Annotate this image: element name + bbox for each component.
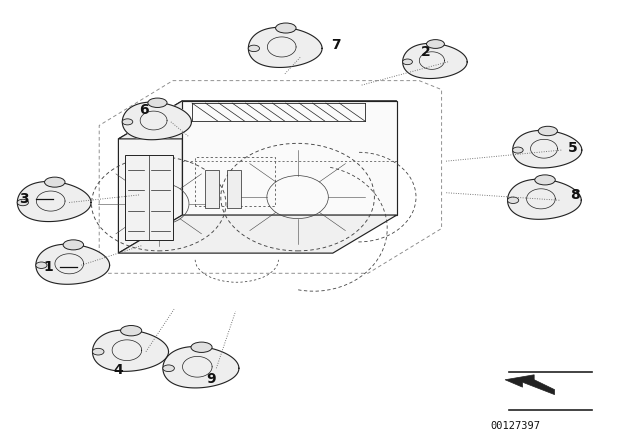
Polygon shape <box>36 244 109 284</box>
Ellipse shape <box>191 342 212 353</box>
Ellipse shape <box>535 175 556 185</box>
Text: 6: 6 <box>139 103 149 117</box>
Text: 3: 3 <box>19 192 29 207</box>
Ellipse shape <box>538 126 557 136</box>
Polygon shape <box>122 102 191 140</box>
Polygon shape <box>93 330 168 371</box>
Text: 7: 7 <box>331 38 341 52</box>
Polygon shape <box>118 101 397 139</box>
Text: 2: 2 <box>420 44 431 59</box>
Ellipse shape <box>63 240 84 250</box>
Text: 5: 5 <box>568 141 578 155</box>
Text: 9: 9 <box>206 371 216 386</box>
Ellipse shape <box>92 349 104 355</box>
Polygon shape <box>118 215 397 253</box>
Ellipse shape <box>426 39 444 48</box>
Ellipse shape <box>17 199 28 206</box>
Polygon shape <box>118 101 182 253</box>
Bar <box>227 170 241 208</box>
Ellipse shape <box>120 326 141 336</box>
Polygon shape <box>505 375 555 395</box>
Ellipse shape <box>36 262 47 268</box>
Text: 1: 1 <box>43 259 53 274</box>
Polygon shape <box>508 179 581 220</box>
Text: 00127397: 00127397 <box>490 422 540 431</box>
Ellipse shape <box>248 45 259 52</box>
Polygon shape <box>403 43 467 78</box>
Polygon shape <box>182 101 397 215</box>
Ellipse shape <box>513 147 523 153</box>
Ellipse shape <box>508 197 518 203</box>
Ellipse shape <box>276 23 296 33</box>
Text: 4: 4 <box>113 362 124 377</box>
Polygon shape <box>513 130 582 168</box>
Ellipse shape <box>122 119 132 125</box>
Bar <box>205 170 219 208</box>
Ellipse shape <box>163 365 174 371</box>
Ellipse shape <box>148 98 167 108</box>
Ellipse shape <box>403 59 412 65</box>
Polygon shape <box>163 346 239 388</box>
Bar <box>125 155 173 240</box>
Text: 8: 8 <box>570 188 580 202</box>
Ellipse shape <box>45 177 65 187</box>
Polygon shape <box>17 181 91 222</box>
Polygon shape <box>248 27 322 68</box>
